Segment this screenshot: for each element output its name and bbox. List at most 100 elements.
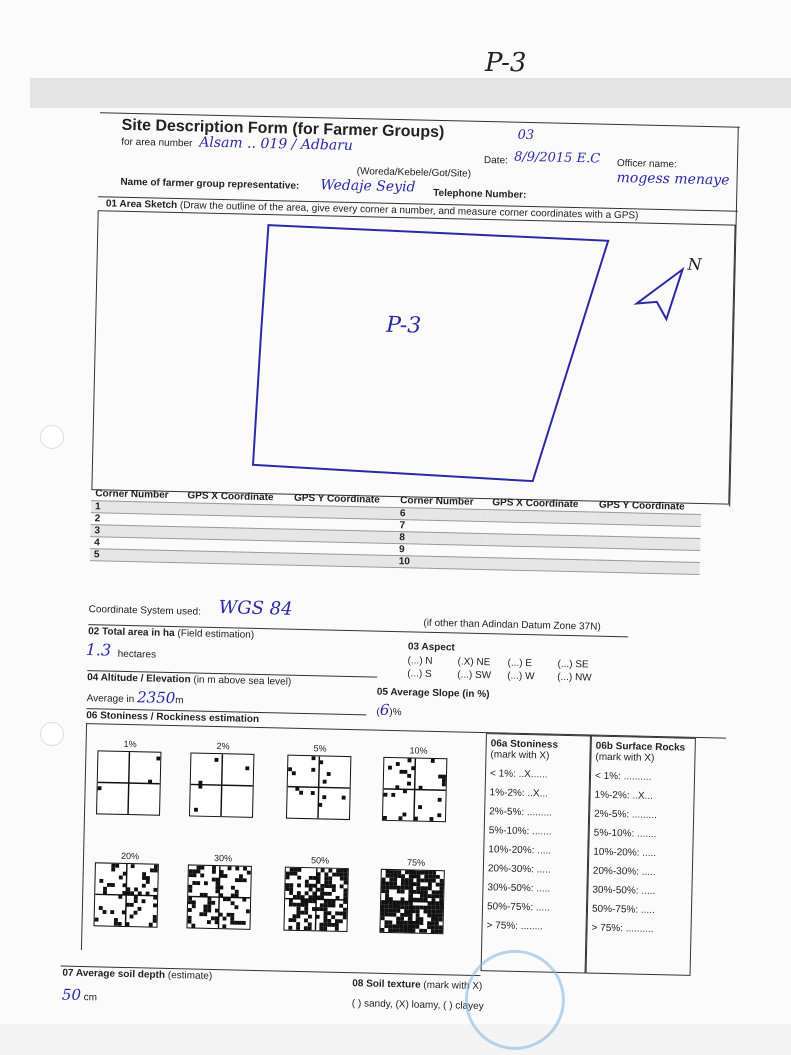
stone-mark — [323, 915, 328, 919]
stone-mark — [404, 881, 409, 886]
sketch-drawing — [251, 224, 685, 483]
stone-a-option[interactable]: 50%-75%: ..... — [486, 901, 550, 914]
stone-mark — [408, 870, 413, 875]
gps-y[interactable] — [593, 559, 700, 574]
stone-mark — [234, 893, 239, 898]
stone-mark — [303, 926, 308, 931]
stone-mark — [198, 784, 203, 789]
stone-mark — [385, 885, 390, 890]
stone-b-option[interactable]: 10%-20%: ..... — [593, 846, 657, 860]
aspect-sw[interactable]: (...) SW — [457, 669, 492, 682]
soil-depth-value[interactable]: 50 — [61, 985, 82, 1005]
stone-mark — [215, 885, 220, 890]
stone-mark — [438, 925, 443, 930]
stone-mark — [214, 916, 219, 921]
stone-a-option[interactable]: 2%-5%: ......... — [489, 806, 553, 819]
stone-b-option[interactable]: 50%-75%: ..... — [591, 903, 655, 917]
stone-mark — [122, 883, 127, 888]
stone-mark — [340, 868, 344, 873]
altitude-hint: (in m above sea level) — [193, 674, 292, 688]
stone-b-option[interactable]: 30%-50%: ..... — [592, 884, 656, 898]
stone-a-option[interactable]: < 1%: ..X...... — [489, 768, 548, 781]
stone-b-option[interactable]: 20%-30%: ..... — [592, 865, 656, 879]
aspect-e[interactable]: (...) E — [507, 657, 533, 670]
stone-mark — [199, 912, 204, 917]
stone-mark — [412, 874, 417, 879]
stone-mark — [308, 899, 313, 904]
stone-mark — [316, 879, 321, 884]
stone-a-option[interactable]: 1%-2%: ..X... — [489, 787, 549, 800]
date-value[interactable]: 8/9/2015 E.C — [513, 149, 601, 167]
total-area-unit: hectares — [117, 648, 157, 661]
representative-value[interactable]: Wedaje Seyid — [320, 177, 416, 196]
stone-mark — [118, 875, 123, 880]
coord-system-value[interactable]: WGS 84 — [218, 597, 293, 620]
stone-mark — [439, 882, 444, 887]
aspect-n[interactable]: (...) N — [407, 655, 433, 667]
slope-heading: 05 Average Slope (in %) — [376, 686, 490, 701]
stone-b-option[interactable]: 5%-10%: ....... — [593, 827, 657, 841]
stone-mark — [441, 778, 446, 783]
stone-b-option[interactable]: 2%-5%: ......... — [594, 808, 658, 822]
stone-a-option[interactable]: 5%-10%: ....... — [488, 825, 552, 838]
stone-mark — [308, 875, 313, 880]
aspect-ne[interactable]: (.X) NE — [457, 656, 491, 669]
altitude-value[interactable]: 2350 — [136, 688, 176, 708]
aspect-s[interactable]: (...) S — [407, 668, 432, 680]
stone-b-option[interactable]: < 1%: .......... — [594, 770, 652, 783]
slope-value[interactable]: 6 — [379, 700, 390, 719]
stone-mark — [399, 769, 404, 774]
stone-a-option[interactable]: 30%-50%: ..... — [487, 882, 551, 895]
gps-x[interactable] — [486, 557, 594, 572]
stoniness-grid — [188, 752, 255, 818]
officer-value[interactable]: mogess menaye — [616, 169, 730, 189]
stone-mark — [420, 890, 425, 895]
stone-mark — [439, 894, 444, 899]
stone-a-option[interactable]: 10%-20%: ..... — [488, 844, 552, 857]
gps-x[interactable] — [181, 550, 289, 565]
stone-mark — [304, 891, 309, 896]
surface-rocks-06b: 06b Surface Rocks (mark with X) < 1%: ..… — [585, 735, 696, 976]
stone-mark — [430, 929, 435, 934]
stoniness-grid — [285, 754, 352, 821]
stone-mark — [307, 922, 312, 927]
grid-label: 75% — [406, 857, 426, 868]
stone-mark — [300, 910, 305, 915]
area-number-value[interactable]: Alsam .. 019 / Adbaru — [199, 134, 354, 154]
stone-mark — [292, 918, 297, 923]
stone-mark — [326, 772, 331, 777]
stone-mark — [316, 872, 321, 877]
altitude-heading: 04 Altitude / Elevation — [86, 672, 191, 686]
area-sketch[interactable]: P-3 N — [91, 210, 736, 505]
stone-mark — [246, 870, 251, 875]
stone-mark — [384, 924, 389, 929]
stone-b-option[interactable]: > 75%: .......... — [591, 922, 654, 935]
stone-mark — [336, 872, 341, 877]
stone-mark — [412, 897, 417, 902]
site-description-form: Site Description Form (for Farmer Groups… — [60, 110, 750, 1051]
aspect-se[interactable]: (...) SE — [557, 658, 589, 671]
total-area-value[interactable]: 1.3 — [85, 640, 112, 660]
stone-mark — [219, 893, 224, 898]
stone-mark — [434, 921, 439, 926]
stone-mark — [103, 886, 108, 891]
stone-mark — [388, 920, 393, 925]
gps-y[interactable] — [288, 552, 395, 568]
stone-mark — [407, 773, 412, 778]
stone-mark — [130, 864, 135, 869]
stone-mark — [435, 913, 439, 918]
stone-a-option[interactable]: 20%-30%: ..... — [487, 863, 551, 876]
stone-mark — [427, 909, 432, 914]
stone-mark — [125, 922, 130, 927]
stone-mark — [308, 895, 313, 900]
stone-a-option[interactable]: > 75%: ........ — [486, 920, 544, 933]
stone-mark — [320, 883, 325, 888]
stone-mark — [200, 865, 205, 870]
stone-b-option[interactable]: 1%-2%: ..X... — [594, 789, 654, 802]
stoniness-grid — [186, 864, 252, 930]
aspect-w[interactable]: (...) W — [507, 670, 535, 683]
stone-mark — [388, 900, 393, 905]
aspect-nw[interactable]: (...) NW — [557, 671, 592, 684]
punch-hole — [40, 425, 64, 449]
stone-mark — [188, 896, 193, 901]
